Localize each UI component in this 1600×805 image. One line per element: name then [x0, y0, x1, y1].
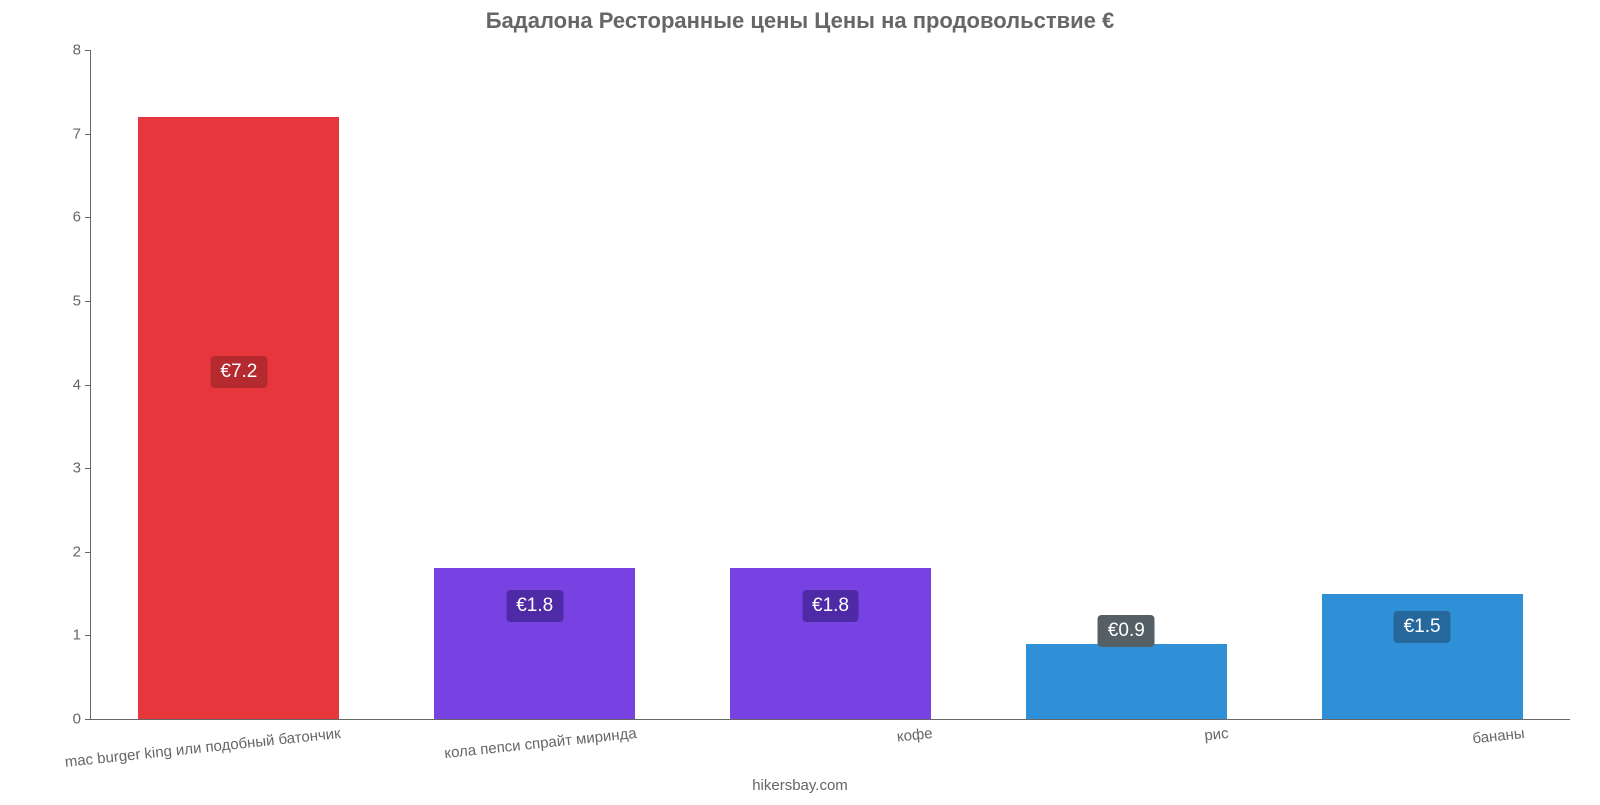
bar-value-label: €0.9: [1098, 615, 1155, 647]
y-tick: [85, 468, 91, 469]
bar-value-label: €1.5: [1394, 611, 1451, 643]
y-tick: [85, 50, 91, 51]
y-tick-label: 8: [73, 42, 81, 59]
y-tick-label: 5: [73, 292, 81, 309]
source-label: hikersbay.com: [0, 777, 1600, 794]
bar-value-label: €7.2: [210, 356, 267, 388]
bar-value-label: €1.8: [506, 590, 563, 622]
bar: [138, 117, 339, 719]
y-tick: [85, 301, 91, 302]
y-tick: [85, 552, 91, 553]
y-tick-label: 1: [73, 627, 81, 644]
y-tick-label: 3: [73, 460, 81, 477]
plot-area: 012345678€7.2mac burger king или подобны…: [90, 50, 1570, 720]
y-tick-label: 2: [73, 543, 81, 560]
y-tick: [85, 134, 91, 135]
y-tick-label: 6: [73, 209, 81, 226]
y-tick: [85, 635, 91, 636]
y-tick-label: 0: [73, 711, 81, 728]
y-tick-label: 7: [73, 125, 81, 142]
y-tick: [85, 385, 91, 386]
y-tick: [85, 719, 91, 720]
y-tick-label: 4: [73, 376, 81, 393]
y-tick: [85, 217, 91, 218]
bar: [1026, 644, 1227, 719]
bar-value-label: €1.8: [802, 590, 859, 622]
chart-title: Бадалона Ресторанные цены Цены на продов…: [0, 8, 1600, 34]
price-bar-chart: Бадалона Ресторанные цены Цены на продов…: [0, 0, 1600, 800]
